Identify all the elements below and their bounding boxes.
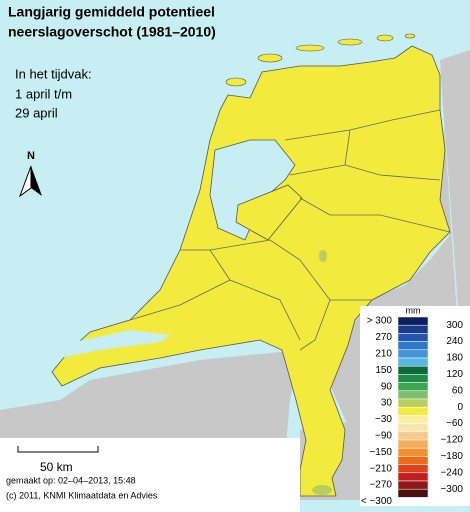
legend-label: < −300 <box>361 496 393 507</box>
title: Langjarig gemiddeld potentieel <box>8 4 215 20</box>
footer-panel <box>0 438 300 512</box>
legend-swatch <box>397 423 429 433</box>
legend-label: −30 <box>375 414 392 425</box>
legend-swatch <box>397 357 429 367</box>
flevoland <box>235 184 303 241</box>
north-label: N <box>27 150 35 162</box>
legend-label: −300 <box>440 484 463 495</box>
legend-label: 150 <box>375 365 392 376</box>
north-arrow <box>31 166 42 196</box>
footer: gemaakt op: 02–04–2013, 15:48 <box>6 475 136 485</box>
legend-label: 240 <box>446 336 463 347</box>
footer: (c) 2011, KNMI Klimaatdata en Advies <box>6 490 158 500</box>
legend-label: > 300 <box>367 316 393 327</box>
legend-swatch <box>397 382 429 392</box>
legend-swatch <box>397 349 429 359</box>
legend-label: 90 <box>381 381 393 392</box>
legend-label: 210 <box>375 349 392 360</box>
legend-label: 60 <box>452 385 464 396</box>
legend-label: 30 <box>381 398 393 409</box>
green-patch <box>319 250 327 262</box>
legend-label: 300 <box>446 320 463 331</box>
legend-swatch <box>397 447 429 457</box>
scale-label: 50 km <box>40 460 73 474</box>
scale-bar <box>17 446 99 453</box>
legend-label: −150 <box>369 447 392 458</box>
legend-swatch <box>397 398 429 408</box>
period: 29 april <box>15 105 58 120</box>
wadden-islands <box>225 33 416 87</box>
legend-label: 0 <box>457 402 463 413</box>
legend-swatch <box>397 333 429 342</box>
period: 1 april t/m <box>15 86 72 101</box>
legend-unit: mm <box>406 305 421 315</box>
ijsselmeer <box>209 139 296 241</box>
legend-label: −270 <box>369 480 392 491</box>
legend-swatch <box>397 480 429 490</box>
legend-swatch <box>397 341 429 351</box>
legend-swatch <box>397 390 429 400</box>
legend-swatch <box>397 472 429 482</box>
legend-label: −240 <box>440 467 463 478</box>
legend-swatch <box>397 456 429 465</box>
legend-swatch <box>397 316 429 326</box>
legend-label: −120 <box>440 435 463 446</box>
legend-label: −180 <box>440 451 463 462</box>
legend-swatch <box>397 406 429 416</box>
legend-label: 180 <box>446 353 463 364</box>
legend-swatch <box>397 324 429 334</box>
legend-swatch <box>397 415 429 424</box>
legend-swatch <box>397 431 429 441</box>
legend-swatch <box>397 464 429 474</box>
legend-swatch <box>397 365 429 375</box>
title: neerslagoverschot (1981–2010) <box>8 24 216 40</box>
legend-swatch <box>397 488 429 498</box>
legend: > 300 270 210 150 90 30 −30 −90 −150 −210 −270 < −3… <box>361 316 464 507</box>
legend-label: 270 <box>375 332 392 343</box>
period: In het tijdvak: <box>15 66 92 81</box>
legend-label: −210 <box>369 463 392 474</box>
province-borders <box>129 109 451 351</box>
legend-label: 120 <box>446 369 463 380</box>
neighbouring-land <box>0 50 470 512</box>
green-patch <box>312 485 332 495</box>
legend-swatch <box>397 374 429 383</box>
legend-label: −90 <box>375 431 392 442</box>
estuary <box>60 330 170 358</box>
legend-swatch <box>397 439 429 449</box>
netherlands <box>51 45 451 497</box>
legend-label: −60 <box>446 418 463 429</box>
